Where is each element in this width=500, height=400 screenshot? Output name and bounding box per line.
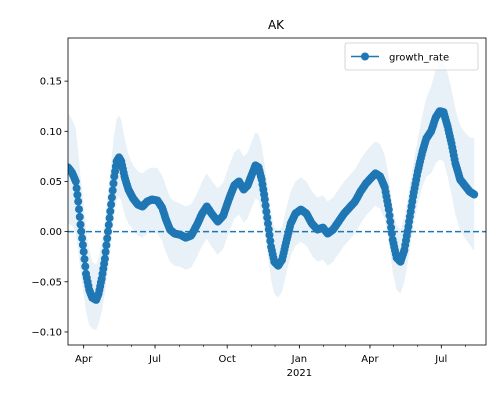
data-point bbox=[107, 200, 116, 209]
axes: 0.15 0.10 0.05 0.00 −0.05 −0.10 Apr Jul Oct Jan 20… bbox=[31, 37, 487, 379]
chart-title: AK bbox=[268, 18, 285, 32]
data-point bbox=[72, 184, 81, 193]
data-point bbox=[107, 193, 116, 202]
data-point bbox=[109, 179, 118, 188]
legend: growth_rate bbox=[344, 42, 479, 71]
y-tick-label: −0.10 bbox=[31, 327, 62, 338]
data-point bbox=[71, 177, 80, 186]
x-tick-label: Apr bbox=[75, 354, 93, 365]
data-point bbox=[75, 205, 83, 214]
x-tick-label: Apr bbox=[361, 354, 379, 365]
data-point bbox=[387, 223, 396, 232]
y-tick-label: 0.05 bbox=[40, 177, 62, 188]
data-point bbox=[104, 220, 113, 229]
data-point bbox=[73, 190, 82, 199]
data-point bbox=[385, 211, 394, 220]
legend-label: growth_rate bbox=[389, 53, 449, 64]
data-point bbox=[106, 207, 115, 216]
x-tick-label: Jan bbox=[291, 354, 307, 365]
data-point bbox=[262, 207, 271, 216]
data-point bbox=[80, 255, 89, 264]
data-point bbox=[261, 201, 270, 210]
x-tick-label: Oct bbox=[219, 354, 236, 365]
plot-area bbox=[68, 61, 486, 330]
data-point bbox=[100, 254, 109, 263]
series-markers bbox=[68, 107, 479, 304]
data-point bbox=[78, 240, 87, 249]
data-point bbox=[108, 186, 117, 195]
data-point bbox=[77, 227, 86, 236]
x-tick-label: Jul bbox=[148, 354, 161, 365]
y-tick-label: 0.00 bbox=[40, 227, 62, 238]
data-point bbox=[263, 213, 272, 222]
data-point bbox=[101, 247, 110, 256]
plot-content bbox=[68, 61, 486, 330]
confidence-band bbox=[68, 61, 475, 330]
x-tick-label: Jul bbox=[434, 354, 447, 365]
data-point bbox=[76, 220, 85, 229]
data-point bbox=[102, 241, 111, 250]
axes-frame bbox=[67, 37, 487, 346]
data-point bbox=[103, 234, 112, 243]
legend-box bbox=[344, 42, 479, 71]
data-point bbox=[105, 214, 114, 223]
data-point bbox=[79, 247, 88, 256]
data-point bbox=[75, 212, 84, 221]
y-tick-label: −0.05 bbox=[31, 277, 62, 288]
data-point bbox=[386, 217, 395, 226]
data-point bbox=[384, 205, 393, 214]
legend-marker bbox=[361, 52, 369, 61]
data-point bbox=[387, 229, 396, 238]
data-point bbox=[470, 190, 479, 199]
data-point bbox=[78, 234, 87, 243]
data-point bbox=[104, 227, 112, 236]
data-point bbox=[81, 262, 90, 271]
data-point bbox=[74, 197, 83, 206]
x-tick-sublabel: 2021 bbox=[287, 368, 312, 379]
y-tick-label: 0.15 bbox=[40, 77, 62, 88]
data-point bbox=[260, 195, 269, 204]
y-tick-label: 0.10 bbox=[40, 127, 62, 138]
